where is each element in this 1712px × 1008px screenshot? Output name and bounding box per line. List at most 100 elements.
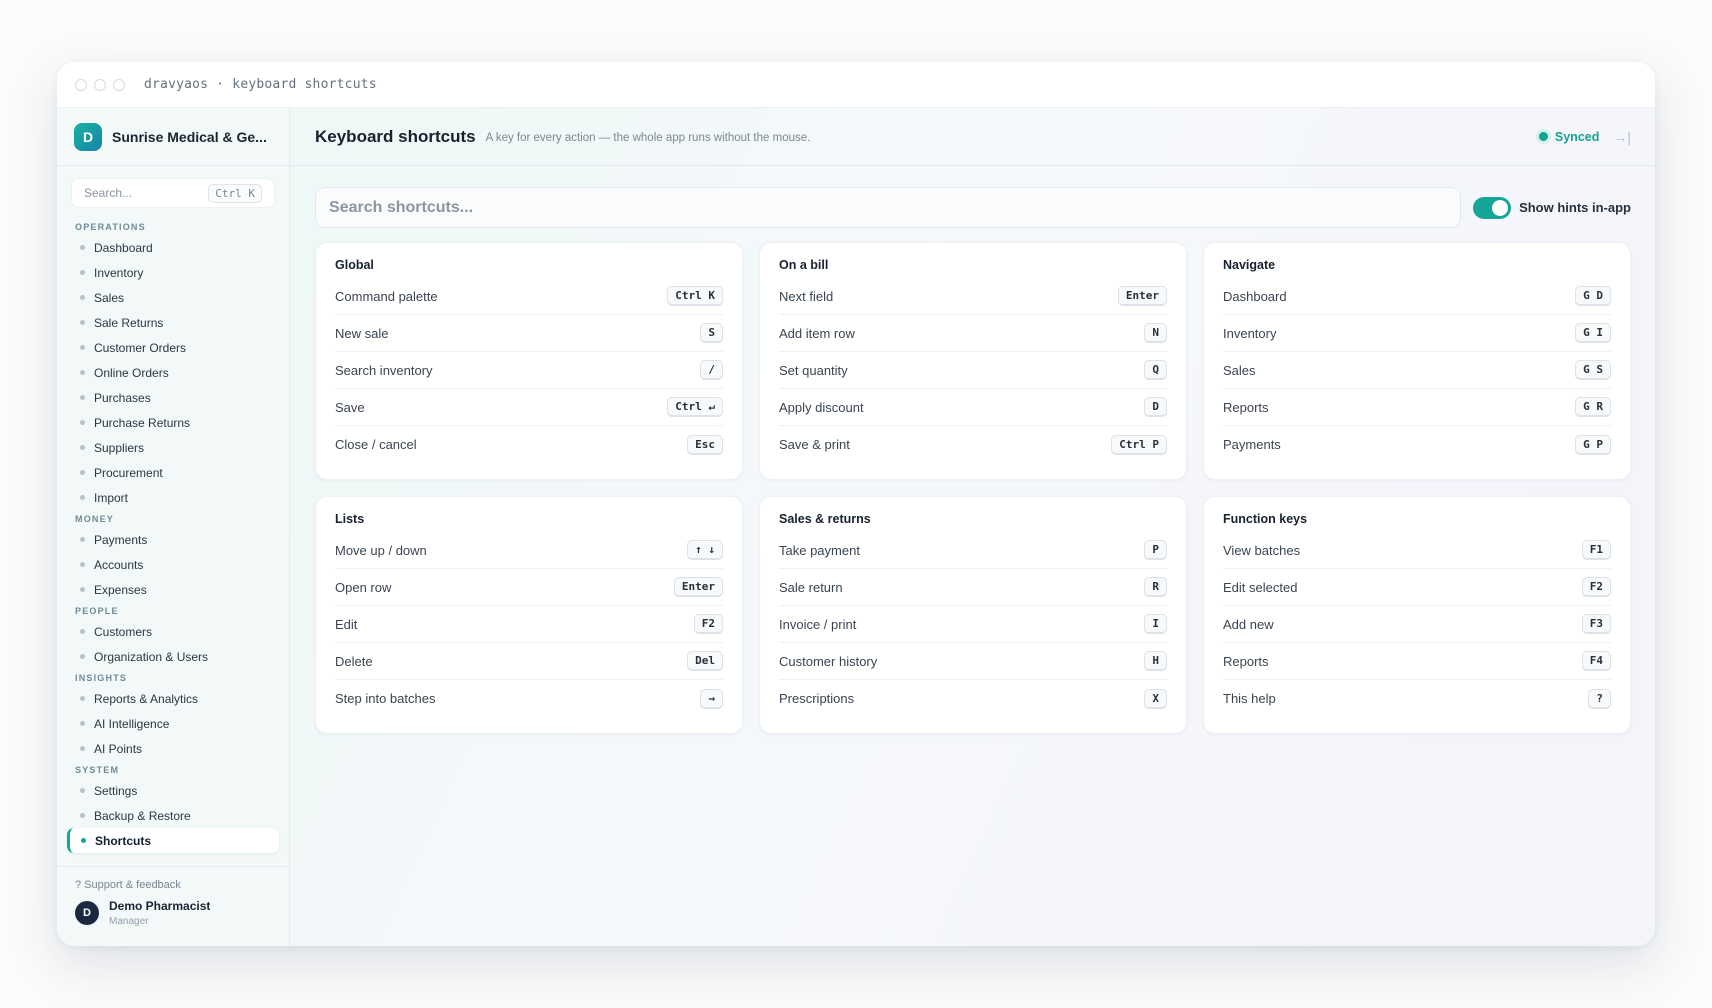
shortcut-row[interactable]: Inventory G I: [1223, 315, 1611, 352]
bullet-icon: [80, 696, 85, 701]
shortcut-row[interactable]: Move up / down ↑ ↓: [335, 532, 723, 569]
shortcut-label: Dashboard: [1223, 288, 1287, 304]
shortcut-label: Step into batches: [335, 691, 436, 706]
sidebar-item-online-orders[interactable]: Online Orders: [57, 360, 289, 385]
sidebar-item-reports-analytics[interactable]: Reports & Analytics: [57, 686, 289, 711]
shortcut-row[interactable]: Delete Del: [335, 643, 723, 680]
shortcut-search[interactable]: [315, 187, 1462, 228]
sidebar-item-expenses[interactable]: Expenses: [57, 577, 289, 602]
close-window-icon[interactable]: [75, 78, 87, 91]
shortcut-row[interactable]: Reports F4: [1223, 643, 1611, 680]
shortcut-row[interactable]: Invoice / print I: [779, 606, 1167, 643]
shortcut-label: Open row: [335, 579, 392, 595]
sidebar-item-label: Reports & Analytics: [94, 691, 199, 706]
sidebar-item-procurement[interactable]: Procurement: [57, 460, 289, 485]
sidebar-item-suppliers[interactable]: Suppliers: [57, 435, 289, 460]
shortcut-key: D: [1144, 397, 1167, 417]
shortcut-row[interactable]: Payments G P: [1223, 426, 1611, 463]
sidebar-search[interactable]: Search... Ctrl K: [71, 178, 275, 208]
shortcut-row[interactable]: Next field Enter: [779, 278, 1167, 315]
sidebar-item-sale-returns[interactable]: Sale Returns: [57, 310, 289, 335]
shortcut-row[interactable]: Reports G R: [1223, 389, 1611, 426]
shortcut-key: F2: [693, 614, 723, 634]
shortcut-row[interactable]: Dashboard G D: [1223, 278, 1611, 315]
sidebar-item-ai-intelligence[interactable]: AI Intelligence: [57, 711, 289, 736]
sidebar-item-settings[interactable]: Settings: [57, 778, 289, 803]
sidebar-item-dashboard[interactable]: Dashboard: [57, 235, 289, 260]
shortcut-row[interactable]: View batches F1: [1223, 532, 1611, 569]
shortcut-row[interactable]: Take payment P: [779, 532, 1167, 569]
window-title: dravyaos · keyboard shortcuts: [144, 77, 377, 92]
title-bar: dravyaos · keyboard shortcuts: [57, 62, 1655, 108]
shortcut-row[interactable]: Save & print Ctrl P: [779, 426, 1167, 463]
card-title: Sales & returns: [779, 512, 871, 526]
shortcut-label: Add item row: [779, 325, 855, 341]
hints-toggle[interactable]: [1473, 196, 1512, 219]
sync-status: Synced: [1554, 129, 1600, 144]
shortcut-search-input[interactable]: [329, 198, 1461, 217]
shortcut-row[interactable]: Sale return R: [779, 569, 1167, 606]
sidebar-item-organization-users[interactable]: Organization & Users: [57, 644, 289, 669]
card-title: Lists: [335, 512, 365, 526]
sidebar-item-customer-orders[interactable]: Customer Orders: [57, 335, 289, 360]
sidebar-item-inventory[interactable]: Inventory: [57, 260, 289, 285]
shortcut-row[interactable]: Add item row N: [779, 315, 1167, 352]
sidebar-item-shortcuts[interactable]: Shortcuts: [67, 828, 279, 853]
sidebar-item-sales[interactable]: Sales: [57, 285, 289, 310]
shortcut-label: Inventory: [1223, 325, 1277, 341]
shortcut-row[interactable]: Save Ctrl ↵: [335, 389, 723, 426]
toggle-knob: [1492, 199, 1509, 216]
bullet-icon: [81, 838, 86, 843]
shortcut-row[interactable]: Edit selected F2: [1223, 569, 1611, 606]
shortcut-row[interactable]: Prescriptions X: [779, 680, 1167, 717]
shortcut-key: I: [1144, 614, 1167, 634]
shortcut-row[interactable]: New sale S: [335, 315, 723, 352]
shortcut-row[interactable]: This help?: [1223, 680, 1611, 717]
shortcut-row[interactable]: Customer history H: [779, 643, 1167, 680]
sidebar-item-ai-points[interactable]: AI Points: [57, 736, 289, 761]
shortcut-key: ↑ ↓: [687, 540, 723, 560]
minimize-window-icon[interactable]: [94, 78, 106, 91]
shortcut-row[interactable]: Search inventory /: [335, 352, 723, 389]
sidebar-item-import[interactable]: Import: [57, 485, 289, 510]
shortcut-label: Delete: [335, 653, 373, 669]
sidebar-item-purchases[interactable]: Purchases: [57, 385, 289, 410]
shortcut-card-lists: Lists Move up / down ↑ ↓ Open row Enter Edit F…: [315, 496, 743, 734]
shortcut-row[interactable]: Edit F2: [335, 606, 723, 643]
shortcut-row[interactable]: Close / cancel Esc: [335, 426, 723, 463]
collapse-panel-icon[interactable]: →|: [1613, 128, 1631, 145]
shortcut-row[interactable]: Step into batches →: [335, 680, 723, 717]
shortcut-row[interactable]: Apply discount D: [779, 389, 1167, 426]
shortcut-key: G P: [1575, 434, 1611, 455]
shortcut-row[interactable]: Sales G S: [1223, 352, 1611, 389]
sidebar-item-customers[interactable]: Customers: [57, 619, 289, 644]
sidebar-item-payments[interactable]: Payments: [57, 527, 289, 552]
sidebar-item-purchase-returns[interactable]: Purchase Returns: [57, 410, 289, 435]
shortcut-label: Prescriptions: [779, 691, 855, 706]
sidebar-search-shortcut: Ctrl K: [208, 183, 262, 203]
sidebar-item-accounts[interactable]: Accounts: [57, 552, 289, 577]
brand[interactable]: D Sunrise Medical & Ge...: [57, 108, 289, 166]
shortcut-label: Set quantity: [779, 362, 848, 378]
shortcut-card-function-keys: Function keys View batches F1 Edit selected…: [1203, 496, 1631, 734]
shortcut-row[interactable]: Set quantity Q: [779, 352, 1167, 389]
shortcut-label: Apply discount: [779, 399, 864, 415]
user-profile[interactable]: D Demo Pharmacist Manager: [75, 899, 271, 927]
toolbar: Show hints in-app: [290, 166, 1655, 228]
card-title: Function keys: [1223, 512, 1308, 526]
hints-toggle-group[interactable]: Show hints in-app: [1473, 196, 1631, 219]
page-header: Keyboard shortcuts A key for every actio…: [290, 108, 1655, 166]
support-link[interactable]: ? Support & feedback: [75, 879, 181, 891]
shortcut-label: Take payment: [779, 542, 860, 558]
shortcut-label: Add new: [1223, 616, 1274, 632]
user-name: Demo Pharmacist: [109, 899, 211, 913]
nav-section-label: INSIGHTS: [75, 673, 128, 683]
bullet-icon: [80, 395, 85, 400]
maximize-window-icon[interactable]: [113, 78, 125, 91]
shortcut-row[interactable]: Command palette Ctrl K: [335, 278, 723, 315]
card-title: On a bill: [779, 258, 829, 272]
bullet-icon: [80, 345, 85, 350]
shortcut-row[interactable]: Add new F3: [1223, 606, 1611, 643]
sidebar-item-backup-restore[interactable]: Backup & Restore: [57, 803, 289, 828]
shortcut-row[interactable]: Open row Enter: [335, 569, 723, 606]
